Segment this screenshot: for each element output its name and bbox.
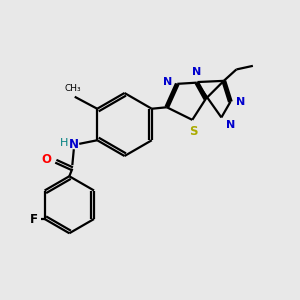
Text: N: N xyxy=(69,138,79,151)
Text: O: O xyxy=(41,153,51,166)
Text: N: N xyxy=(226,120,235,130)
Text: N: N xyxy=(236,97,245,107)
Text: N: N xyxy=(192,67,201,77)
Text: CH₃: CH₃ xyxy=(64,84,81,93)
Text: N: N xyxy=(163,77,172,87)
Text: H: H xyxy=(60,138,68,148)
Text: S: S xyxy=(189,125,197,138)
Text: F: F xyxy=(30,212,38,226)
